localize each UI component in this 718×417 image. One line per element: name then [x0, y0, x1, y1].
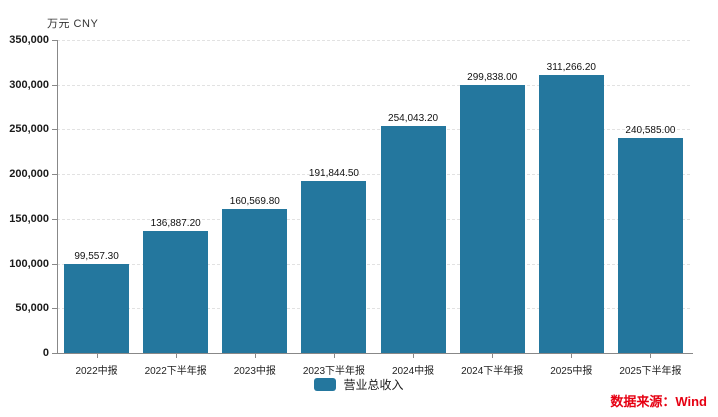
legend[interactable]: 营业总收入 [0, 376, 718, 393]
x-axis-tick-label: 2024下半年报 [461, 366, 524, 377]
bar-value-label: 191,844.50 [308, 168, 359, 180]
y-axis-tick-label: 350,000 [9, 34, 49, 46]
x-axis-tick [96, 354, 98, 358]
bar[interactable] [301, 181, 367, 353]
x-axis-tick-label: 2024中报 [391, 366, 435, 377]
gridline [57, 40, 690, 41]
y-axis-line [57, 40, 58, 353]
y-axis-tick-label: 150,000 [9, 212, 49, 225]
bar[interactable] [380, 125, 446, 353]
y-axis-unit-label: 万元 CNY [47, 18, 99, 30]
bar[interactable] [222, 209, 288, 353]
y-axis-tick [52, 263, 57, 265]
x-axis-tick [413, 354, 415, 358]
bar[interactable] [617, 137, 683, 353]
y-axis-tick [52, 353, 57, 354]
gridline [57, 218, 690, 220]
bar-value-label: 299,838.00 [467, 71, 518, 83]
plot-area: 99,557.30 136,887.20 160,569.80 191,844.50 2… [57, 40, 690, 353]
y-axis-tick [52, 218, 57, 220]
y-axis-tick-label: 300,000 [9, 78, 49, 91]
y-axis-tick [52, 84, 57, 86]
x-axis-tick-label: 2025中报 [550, 366, 593, 377]
bar-value-label: 99,557.30 [74, 250, 119, 262]
bar[interactable] [538, 74, 604, 353]
x-axis-tick-label: 2023中报 [233, 366, 276, 377]
y-axis-tick-label: 200,000 [9, 168, 49, 181]
x-axis-line [52, 353, 693, 354]
x-axis-tick-label: 2025下半年报 [619, 366, 682, 377]
bar-value-label: 160,569.80 [229, 196, 280, 208]
y-axis-tick [52, 308, 57, 310]
y-axis-tick-label: 50,000 [15, 302, 49, 315]
x-axis-tick [175, 354, 177, 358]
bar-value-label: 240,585.00 [625, 124, 676, 136]
bar[interactable] [459, 84, 525, 353]
y-axis-tick [52, 174, 57, 176]
bar-value-label: 254,043.20 [388, 112, 439, 124]
x-axis-tick [571, 354, 573, 358]
bar-value-label: 311,266.20 [546, 61, 596, 73]
y-axis-tick-label: 100,000 [9, 257, 49, 270]
x-axis-tick [254, 354, 256, 358]
gridline [57, 129, 690, 131]
bar[interactable] [64, 263, 130, 353]
x-axis-tick-label: 2022中报 [75, 366, 118, 377]
data-source-label: 数据来源：Wind [610, 394, 707, 409]
x-axis-tick [650, 354, 652, 358]
legend-series-swatch [314, 378, 337, 391]
legend-series-label: 营业总收入 [343, 378, 404, 392]
y-axis-tick-label: 0 [42, 347, 49, 359]
bar-value-label: 136,887.20 [150, 217, 201, 229]
gridline [57, 308, 690, 310]
gridline [57, 84, 690, 86]
y-axis-tick-label: 250,000 [9, 123, 49, 136]
x-axis-tick [492, 354, 494, 358]
y-axis-tick [52, 40, 57, 41]
gridline [57, 263, 690, 265]
x-axis-tick-label: 2022下半年报 [144, 366, 207, 377]
y-axis-tick [52, 129, 57, 131]
x-axis-tick-label: 2023下半年报 [302, 366, 366, 377]
x-axis-tick [333, 354, 335, 358]
bar[interactable] [143, 230, 209, 353]
gridline [57, 174, 690, 176]
